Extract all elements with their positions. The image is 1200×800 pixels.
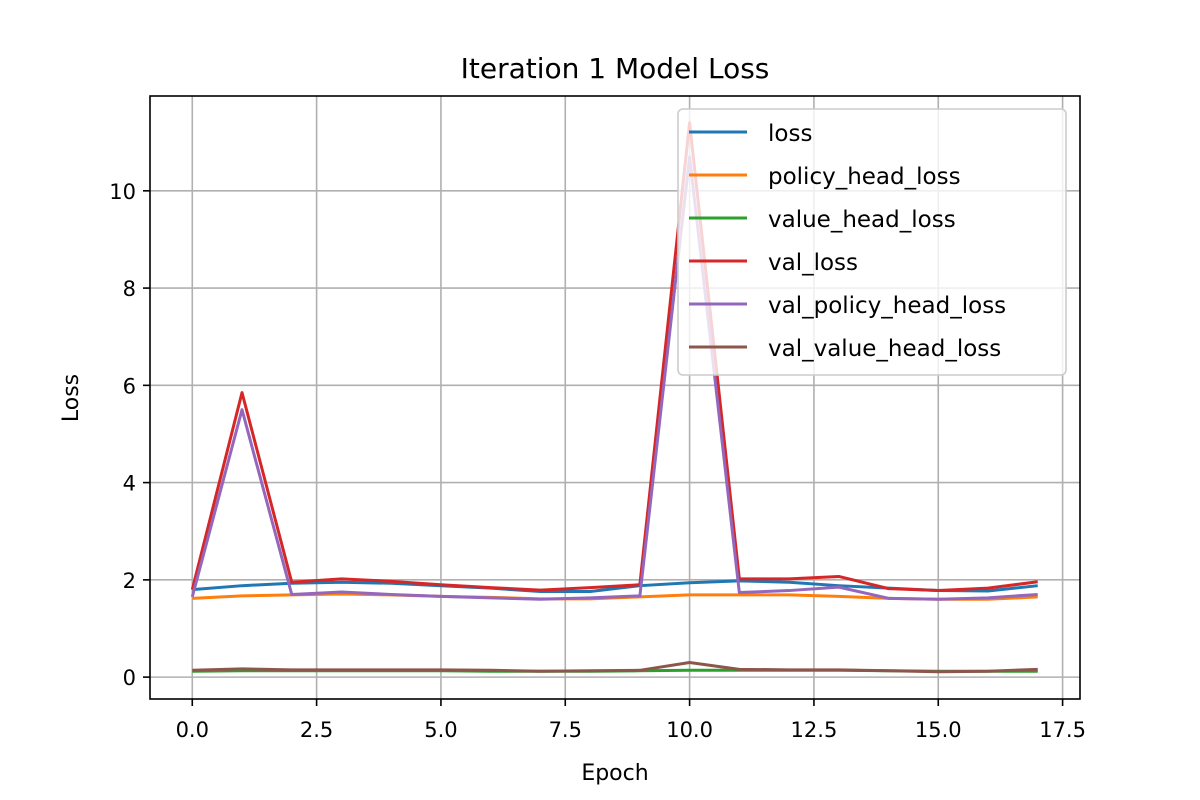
legend-box	[677, 108, 1067, 376]
series-line-val-policy-head-loss	[190, 155, 1038, 601]
legend-label-loss: loss	[768, 121, 812, 147]
x-tick-label: 7.5	[549, 718, 582, 742]
legend-label-val-policy-head-loss: val_policy_head_loss	[768, 293, 1006, 319]
legend-label-value-head-loss: value_head_loss	[768, 207, 956, 233]
x-tick-label: 5.0	[424, 718, 457, 742]
y-tick-label: 4	[123, 472, 136, 496]
legend-label-policy-head-loss: policy_head_loss	[768, 164, 961, 190]
y-tick-label: 8	[123, 277, 136, 301]
legend-label-val-value-head-loss: val_value_head_loss	[768, 336, 1001, 362]
x-tick-label: 2.5	[300, 718, 333, 742]
chart-title: Iteration 1 Model Loss	[461, 52, 770, 85]
x-tick-label: 12.5	[791, 718, 838, 742]
x-tick-label: 17.5	[1039, 718, 1086, 742]
legend: loss policy_head_loss value_head_loss val_l…	[677, 108, 1067, 376]
legend-label-val-loss: val_loss	[768, 250, 858, 276]
y-axis-ticks: 0 2 4 6 8 10	[109, 180, 150, 690]
y-tick-label: 6	[123, 374, 136, 398]
x-tick-label: 10.0	[666, 718, 713, 742]
x-axis-ticks: 0.0 2.5 5.0 7.5 10.0 12.5 15.0 17.5	[176, 699, 1086, 742]
plot-frame	[149, 95, 1081, 700]
y-tick-label: 2	[123, 569, 136, 593]
y-tick-label: 10	[109, 180, 136, 204]
series-line-val-value-head-loss	[192, 661, 1038, 674]
y-axis-label: Loss	[59, 374, 84, 422]
x-axis-label: Epoch	[581, 761, 648, 786]
x-tick-label: 15.0	[915, 718, 962, 742]
series-lines	[190, 121, 1038, 674]
y-tick-label: 0	[123, 666, 136, 690]
x-tick-label: 0.0	[176, 718, 209, 742]
series-line-val-loss	[190, 121, 1038, 593]
